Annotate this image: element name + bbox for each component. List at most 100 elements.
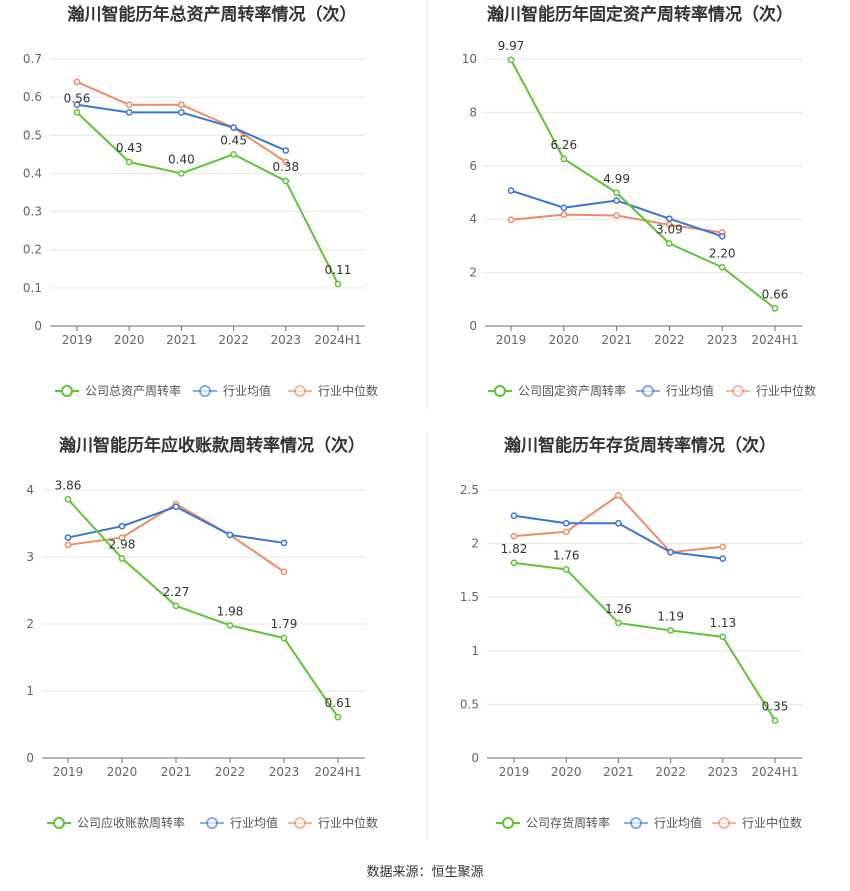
data-label: 0.40 <box>168 152 195 166</box>
data-point-avg <box>282 147 290 154</box>
y-tick-label: 4 <box>26 483 34 497</box>
data-label: 0.38 <box>272 160 299 174</box>
data-point-company <box>507 56 515 64</box>
legend-item-median[interactable]: 行业中位数 <box>288 383 378 398</box>
data-point-avg <box>562 519 570 527</box>
legend-marker <box>294 817 306 829</box>
y-tick-label: 1 <box>26 684 34 698</box>
data-label: 2.27 <box>163 585 190 599</box>
chart-title: 瀚川智能历年存货周转率情况（次） <box>503 435 776 456</box>
data-point-median <box>73 78 81 86</box>
y-tick-label: 0.1 <box>23 281 42 295</box>
data-point-avg <box>613 197 620 204</box>
data-point-company <box>562 565 570 573</box>
data-label: 6.26 <box>550 138 577 152</box>
y-tick-label: 0.5 <box>460 697 479 711</box>
legend-marker <box>53 817 65 829</box>
x-tick-label: 2024H1 <box>314 765 361 779</box>
legend-label: 行业均值 <box>230 815 278 830</box>
x-tick-label: 2022 <box>215 765 246 779</box>
data-point-company <box>613 189 620 197</box>
y-tick-label: 3 <box>26 550 34 564</box>
legend-item-median[interactable]: 行业中位数 <box>288 815 378 830</box>
x-tick-label: 2019 <box>53 765 84 779</box>
y-tick-label: 0.5 <box>23 128 42 142</box>
legend-item-company[interactable]: 公司应收账款周转率 <box>47 815 185 830</box>
legend-item-company[interactable]: 公司存货周转率 <box>496 815 610 830</box>
x-tick-label: 2022 <box>218 333 249 347</box>
y-tick-label: 4 <box>469 212 477 226</box>
chart-title: 瀚川智能历年总资产周转率情况（次） <box>67 4 357 25</box>
legend-item-company[interactable]: 公司总资产周转率 <box>55 383 181 398</box>
legend-label: 公司固定资产周转率 <box>518 383 626 398</box>
legend-item-avg[interactable]: 行业均值 <box>624 815 702 830</box>
y-tick-label: 0 <box>471 751 479 765</box>
legend-label: 行业均值 <box>666 383 714 398</box>
legend-marker <box>294 385 306 397</box>
y-tick-label: 1.5 <box>460 590 479 604</box>
data-label: 1.76 <box>553 548 580 562</box>
series-line-company <box>67 498 339 718</box>
legend-marker <box>502 817 514 829</box>
data-point-company <box>226 621 234 629</box>
data-point-avg <box>230 124 237 132</box>
data-point-avg <box>178 109 185 116</box>
data-point-avg <box>226 531 234 539</box>
y-tick-label: 1 <box>471 644 479 658</box>
x-tick-label: 2023 <box>708 765 739 779</box>
y-tick-label: 0.7 <box>23 52 42 66</box>
chart-panel-4: 瀚川智能历年存货周转率情况（次） 0 0.5 1 1.5 2 2.5 2019 2020 2021… <box>460 435 802 830</box>
data-point-avg <box>507 187 515 194</box>
data-label: 0.45 <box>220 133 247 147</box>
data-point-company <box>771 305 779 312</box>
x-tick-label: 2019 <box>499 765 530 779</box>
data-label: 0.66 <box>762 287 789 301</box>
legend-item-avg[interactable]: 行业均值 <box>200 815 278 830</box>
series-line-avg <box>67 505 285 544</box>
legend-marker <box>630 817 642 829</box>
data-point-avg <box>73 101 81 109</box>
data-point-company <box>615 619 622 627</box>
legend-item-company[interactable]: 公司固定资产周转率 <box>488 383 626 398</box>
data-label: 1.82 <box>501 542 528 556</box>
x-tick-label: 2019 <box>62 333 93 347</box>
x-tick-label: 2020 <box>551 765 582 779</box>
legend-label: 行业中位数 <box>318 383 378 398</box>
data-point-median <box>613 212 620 219</box>
legend-label: 行业中位数 <box>742 815 802 830</box>
chart-title: 瀚川智能历年固定资产周转率情况（次） <box>486 4 793 25</box>
chart-panel-2: 瀚川智能历年固定资产周转率情况（次） 0 2 4 6 8 10 2019 2020 2021 202… <box>462 4 816 398</box>
y-tick-label: 0 <box>34 319 42 333</box>
legend-marker <box>732 385 744 397</box>
data-point-median <box>562 528 570 536</box>
data-point-median <box>282 158 290 166</box>
data-point-median <box>507 216 515 224</box>
data-point-median <box>64 541 72 549</box>
legend-label: 行业中位数 <box>318 815 378 830</box>
legend-item-avg[interactable]: 行业均值 <box>636 383 714 398</box>
legend-label: 公司存货周转率 <box>526 815 610 830</box>
data-point-company <box>718 263 726 271</box>
x-tick-label: 2024H1 <box>314 333 361 347</box>
x-tick-label: 2021 <box>166 333 197 347</box>
data-point-median <box>560 211 568 219</box>
data-point-company <box>64 496 72 503</box>
data-label: 1.19 <box>657 609 684 623</box>
x-tick-label: 2020 <box>549 333 580 347</box>
legend-label: 公司应收账款周转率 <box>77 815 185 830</box>
data-label: 0.43 <box>116 141 143 155</box>
data-label: 0.56 <box>64 91 91 105</box>
legend-item-median[interactable]: 行业中位数 <box>712 815 802 830</box>
legend-item-median[interactable]: 行业中位数 <box>726 383 816 398</box>
chart-panel-3: 瀚川智能历年应收账款周转率情况（次） 0 1 2 3 4 2019 2020 2021 2022 2… <box>26 435 378 830</box>
data-point-company <box>667 627 674 634</box>
x-tick-label: 2022 <box>655 765 686 779</box>
legend-item-avg[interactable]: 行业均值 <box>193 383 271 398</box>
data-point-company <box>73 109 81 116</box>
chart-panel-1: 瀚川智能历年总资产周转率情况（次） 0 0.1 0.2 0.3 0.4 0.5 0.6 0.7 2… <box>23 4 378 398</box>
legend-label: 公司总资产周转率 <box>85 383 181 398</box>
data-point-company <box>771 717 779 724</box>
legend-marker <box>642 385 654 397</box>
data-point-median <box>118 534 126 541</box>
legend-label: 行业均值 <box>654 815 702 830</box>
